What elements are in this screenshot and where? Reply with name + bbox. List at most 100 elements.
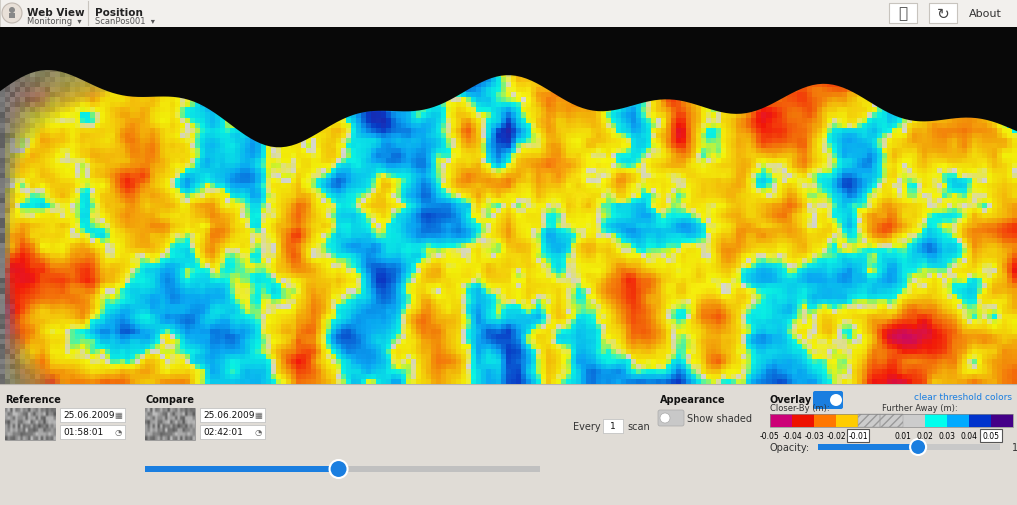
Bar <box>947 414 969 427</box>
Circle shape <box>660 413 670 423</box>
Text: ×: × <box>584 83 592 93</box>
Bar <box>815 414 836 427</box>
Text: Position: Position <box>95 8 142 18</box>
Text: Opacity:: Opacity: <box>770 442 811 452</box>
Bar <box>881 414 902 427</box>
Bar <box>145 408 195 440</box>
Text: ◔: ◔ <box>114 428 122 437</box>
Circle shape <box>330 460 348 478</box>
Text: About: About <box>968 9 1002 19</box>
Text: Further Away (m):: Further Away (m): <box>883 403 958 412</box>
Bar <box>9 14 15 19</box>
Text: Reference: Reference <box>5 394 61 404</box>
Text: 0.04: 0.04 <box>960 431 977 440</box>
Text: 0.02: 0.02 <box>916 431 933 440</box>
FancyBboxPatch shape <box>813 391 843 409</box>
Bar <box>924 414 947 427</box>
Bar <box>881 414 902 427</box>
Bar <box>200 425 265 439</box>
Text: ⎙: ⎙ <box>898 7 907 21</box>
Circle shape <box>910 439 926 455</box>
FancyBboxPatch shape <box>145 466 540 472</box>
Circle shape <box>2 4 22 24</box>
Text: Every: Every <box>573 421 601 431</box>
Bar <box>889 4 917 24</box>
Text: ◔: ◔ <box>254 428 261 437</box>
Text: Overlay: Overlay <box>770 394 813 404</box>
Text: Closer-By (m):: Closer-By (m): <box>770 403 830 412</box>
Text: Monitoring  ▾: Monitoring ▾ <box>27 17 81 26</box>
Circle shape <box>578 197 583 202</box>
Circle shape <box>9 8 15 14</box>
Text: Show shaded: Show shaded <box>687 413 752 423</box>
Text: 02:42:01: 02:42:01 <box>203 428 243 437</box>
Bar <box>603 419 623 433</box>
Bar <box>5 33 23 46</box>
Bar <box>770 414 792 427</box>
Bar <box>836 414 858 427</box>
FancyBboxPatch shape <box>540 158 619 184</box>
Bar <box>5 408 55 440</box>
Text: -0.03: -0.03 <box>804 431 824 440</box>
Text: -0.05: -0.05 <box>760 431 780 440</box>
Bar <box>881 414 902 427</box>
Text: ▦: ▦ <box>114 411 122 420</box>
Text: 01:58:01: 01:58:01 <box>63 428 104 437</box>
Text: 0.05: 0.05 <box>982 431 1000 440</box>
Circle shape <box>542 117 547 122</box>
Bar <box>858 414 881 427</box>
Text: ↻: ↻ <box>937 7 950 21</box>
Bar <box>200 408 265 422</box>
Text: 25.06.2009: 25.06.2009 <box>63 411 115 420</box>
FancyBboxPatch shape <box>505 78 585 104</box>
FancyBboxPatch shape <box>658 410 684 426</box>
Text: ScanPos001  ▾: ScanPos001 ▾ <box>95 17 155 26</box>
Text: 1: 1 <box>610 422 616 431</box>
Text: -0.01: -0.01 <box>848 431 869 440</box>
Bar <box>792 414 815 427</box>
Text: -0.081 m: -0.081 m <box>554 166 595 175</box>
Bar <box>858 414 881 427</box>
Circle shape <box>573 192 587 207</box>
Text: 0.475 m: 0.475 m <box>522 86 558 95</box>
Text: +: + <box>9 33 19 46</box>
Text: 25.06.2009: 25.06.2009 <box>203 411 254 420</box>
FancyBboxPatch shape <box>818 444 1000 450</box>
Text: 0.004 m: 0.004 m <box>703 289 737 298</box>
FancyBboxPatch shape <box>687 283 752 304</box>
Bar <box>770 414 1013 427</box>
Text: ▦: ▦ <box>254 411 262 420</box>
Text: Appearance: Appearance <box>660 394 725 404</box>
Text: Web View: Web View <box>27 8 84 18</box>
Text: 100%: 100% <box>1012 442 1017 452</box>
Bar <box>991 414 1013 427</box>
Bar <box>5 48 23 61</box>
Bar <box>0 0 1017 28</box>
Bar <box>60 425 125 439</box>
Text: Compare: Compare <box>145 394 194 404</box>
Bar <box>902 414 924 427</box>
Text: ×: × <box>618 163 626 173</box>
Text: scan: scan <box>627 421 650 431</box>
Bar <box>0 384 1017 505</box>
Bar <box>858 414 881 427</box>
Circle shape <box>538 113 552 127</box>
Circle shape <box>830 394 842 406</box>
Polygon shape <box>0 28 1017 148</box>
Bar <box>980 429 1002 442</box>
Bar <box>570 84 579 94</box>
Text: clear threshold colors: clear threshold colors <box>914 393 1012 401</box>
Bar <box>969 414 991 427</box>
Bar <box>929 4 957 24</box>
Bar <box>0 28 1017 384</box>
Text: -0.04: -0.04 <box>782 431 802 440</box>
Bar <box>604 164 613 174</box>
Text: -0.02: -0.02 <box>827 431 846 440</box>
Bar <box>60 408 125 422</box>
FancyBboxPatch shape <box>145 466 339 472</box>
Text: 0.01: 0.01 <box>894 431 911 440</box>
Text: 0.03: 0.03 <box>939 431 955 440</box>
Text: −: − <box>9 48 19 61</box>
Bar <box>847 429 870 442</box>
FancyBboxPatch shape <box>818 444 918 450</box>
